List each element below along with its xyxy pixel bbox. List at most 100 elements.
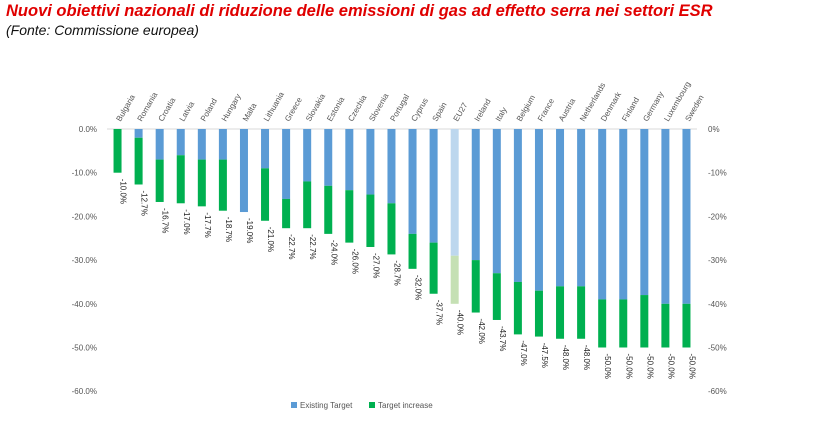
data-label: -16.7% xyxy=(161,208,170,233)
category-label: Bulgaria xyxy=(114,93,137,123)
bar-target-increase xyxy=(408,233,417,269)
bar-target-increase xyxy=(429,242,438,294)
y-tick-label-right: -40% xyxy=(708,300,727,309)
bar-target-increase xyxy=(450,255,459,304)
bar-existing-target xyxy=(366,129,375,195)
bar-existing-target xyxy=(261,129,270,169)
bar-existing-target xyxy=(134,129,143,138)
data-label: -37.7% xyxy=(435,300,444,325)
bar-existing-target xyxy=(534,129,543,291)
bar-target-increase xyxy=(577,286,586,339)
bar-existing-target xyxy=(429,129,438,243)
bar-target-increase xyxy=(534,290,543,337)
bar-existing-target xyxy=(661,129,670,304)
category-label: France xyxy=(536,96,557,123)
data-label: -22.7% xyxy=(287,234,296,259)
y-tick-label-right: 0% xyxy=(708,125,720,134)
category-label: Malta xyxy=(241,101,259,123)
bar-existing-target xyxy=(492,129,501,274)
category-label: Portugal xyxy=(388,93,411,123)
category-label: Slovenia xyxy=(367,91,390,123)
data-label: -21.0% xyxy=(266,227,275,252)
data-label: -48.0% xyxy=(582,345,591,370)
bar-target-increase xyxy=(661,303,670,348)
category-label: Ireland xyxy=(473,97,493,123)
bar-existing-target xyxy=(408,129,417,234)
category-label: Sweden xyxy=(683,93,705,123)
data-label: -10.0% xyxy=(119,179,128,204)
data-label: -50.0% xyxy=(645,354,654,379)
category-label: Estonia xyxy=(325,95,346,123)
data-label: -12.7% xyxy=(140,190,149,215)
y-tick-label-right: -50% xyxy=(708,344,727,353)
category-label: Slovakia xyxy=(304,92,327,123)
y-tick-label: -10.0% xyxy=(72,169,97,178)
y-tick-label-right: -30% xyxy=(708,256,727,265)
category-label: Cyprus xyxy=(409,97,429,123)
data-label: -26.0% xyxy=(350,249,359,274)
bar-target-increase xyxy=(682,303,691,348)
category-label: Greece xyxy=(283,95,304,123)
data-label: -50.0% xyxy=(687,354,696,379)
category-label: Italy xyxy=(494,106,509,123)
bar-existing-target xyxy=(239,129,248,213)
bar-existing-target xyxy=(282,129,291,199)
data-label: -47.0% xyxy=(519,340,528,365)
category-label: Latvia xyxy=(178,100,197,123)
bar-target-increase xyxy=(134,137,143,185)
y-tick-label: -60.0% xyxy=(72,387,97,396)
bar-target-increase xyxy=(303,181,312,229)
data-label: -47.5% xyxy=(540,343,549,368)
bar-target-increase xyxy=(113,129,122,173)
y-tick-label: -30.0% xyxy=(72,256,97,265)
bar-target-increase xyxy=(324,185,333,234)
data-label: -28.7% xyxy=(392,260,401,285)
bar-target-increase xyxy=(176,155,185,204)
category-label: Czechia xyxy=(346,93,369,123)
data-label: -42.0% xyxy=(477,319,486,344)
data-label: -22.7% xyxy=(308,234,317,259)
bar-target-increase xyxy=(218,159,227,211)
bar-target-increase xyxy=(282,198,291,229)
category-label: Hungary xyxy=(220,92,243,123)
category-label: Spain xyxy=(431,101,449,123)
bar-existing-target xyxy=(577,129,586,287)
bar-existing-target xyxy=(176,129,185,156)
bar-existing-target xyxy=(471,129,480,261)
y-tick-label: -40.0% xyxy=(72,300,97,309)
chart-source: (Fonte: Commissione europea) xyxy=(6,22,199,38)
data-label: -24.0% xyxy=(329,240,338,265)
bar-existing-target xyxy=(218,129,227,160)
data-label: -43.7% xyxy=(498,326,507,351)
bar-target-increase xyxy=(492,273,501,320)
bar-target-increase xyxy=(155,159,164,202)
legend-label-existing: Existing Target xyxy=(300,401,353,410)
bar-target-increase xyxy=(387,203,396,255)
legend-label-increase: Target increase xyxy=(378,401,433,410)
bar-target-increase xyxy=(640,295,649,348)
category-label: Croatia xyxy=(157,96,178,123)
category-label: Finland xyxy=(620,96,641,123)
category-label: Belgium xyxy=(515,93,537,123)
data-label: -48.0% xyxy=(561,345,570,370)
category-label: Poland xyxy=(199,97,219,123)
data-label: -50.0% xyxy=(666,354,675,379)
bar-existing-target xyxy=(303,129,312,182)
data-label: -50.0% xyxy=(603,354,612,379)
y-tick-label-right: -60% xyxy=(708,387,727,396)
category-label: Austria xyxy=(557,96,578,123)
data-label: -17.0% xyxy=(182,209,191,234)
data-label: -19.0% xyxy=(245,218,254,243)
bar-existing-target xyxy=(598,129,607,300)
bar-target-increase xyxy=(197,159,206,207)
bar-existing-target xyxy=(640,129,649,296)
bar-existing-target xyxy=(450,129,459,256)
data-label: -50.0% xyxy=(624,354,633,379)
data-label: -32.0% xyxy=(414,275,423,300)
bar-target-increase xyxy=(261,168,270,221)
bar-target-increase xyxy=(598,299,607,348)
page-title: Nuovi obiettivi nazionali di riduzione d… xyxy=(6,2,713,20)
category-label: EU27 xyxy=(452,101,470,123)
y-tick-label-right: -20% xyxy=(708,212,727,221)
